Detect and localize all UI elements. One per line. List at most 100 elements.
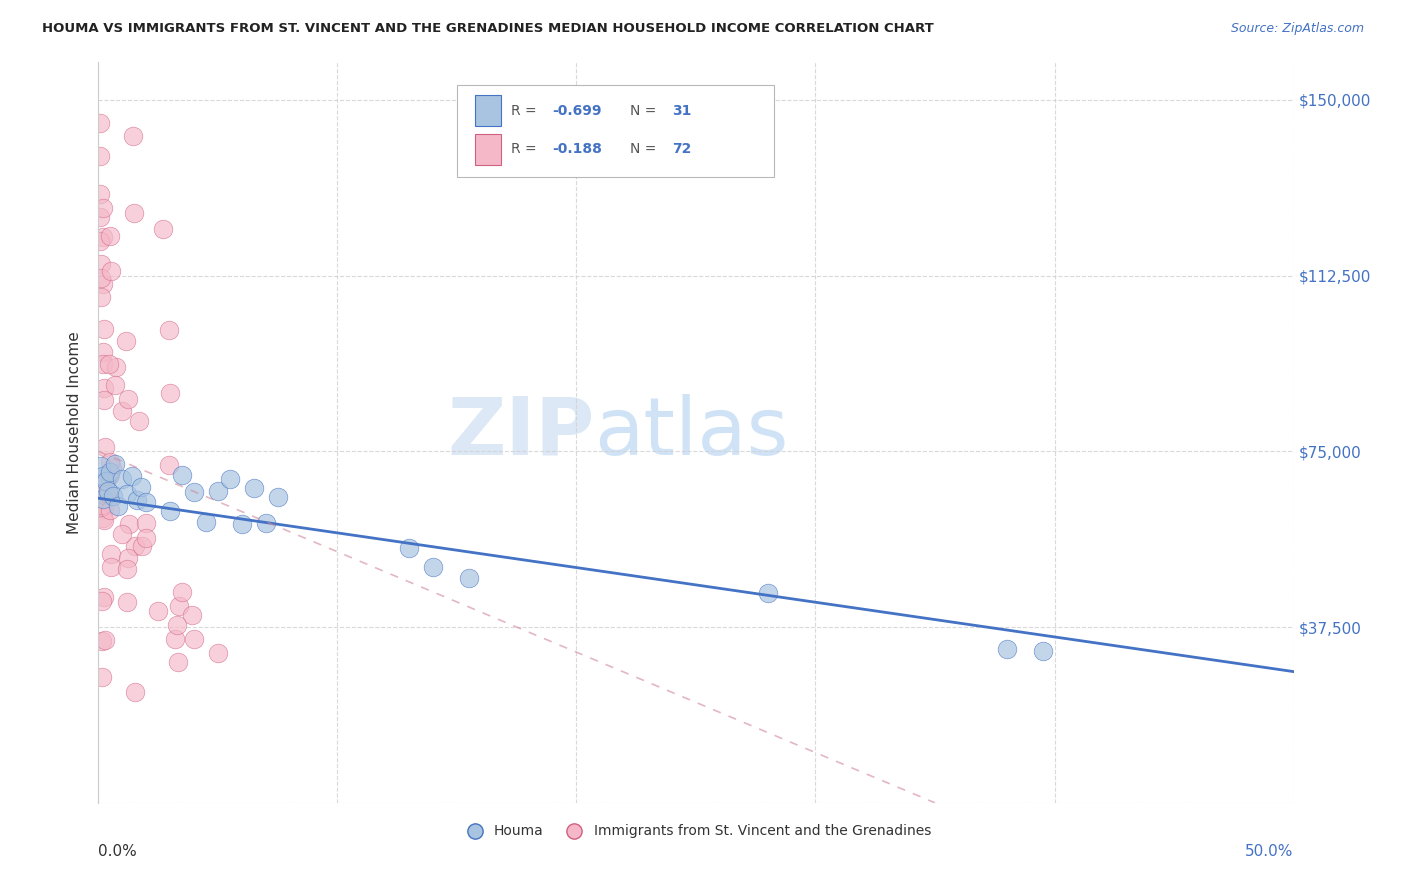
Point bbox=[1032, 644, 1054, 658]
Point bbox=[90, 271, 112, 285]
Point bbox=[90, 290, 112, 304]
Point bbox=[159, 504, 181, 518]
Point bbox=[131, 480, 153, 494]
Point bbox=[104, 457, 127, 471]
Point bbox=[97, 469, 120, 483]
Point bbox=[115, 562, 138, 576]
Point bbox=[422, 559, 444, 574]
Point bbox=[219, 472, 242, 486]
Text: 31: 31 bbox=[672, 103, 692, 118]
Point bbox=[254, 516, 277, 530]
Point bbox=[94, 471, 117, 485]
Point bbox=[89, 149, 111, 163]
Point bbox=[97, 483, 120, 498]
Point bbox=[135, 531, 157, 545]
Point bbox=[107, 500, 129, 514]
Point bbox=[98, 467, 121, 481]
Point bbox=[94, 485, 117, 500]
Point bbox=[183, 632, 205, 646]
Point bbox=[148, 604, 170, 618]
Point bbox=[91, 230, 114, 244]
Point bbox=[183, 484, 205, 499]
Point bbox=[124, 206, 146, 220]
Point bbox=[163, 632, 186, 646]
Point bbox=[207, 484, 229, 499]
Point bbox=[98, 455, 122, 469]
Point bbox=[90, 257, 112, 271]
Point bbox=[91, 498, 114, 512]
Point bbox=[91, 277, 114, 291]
Point bbox=[111, 472, 134, 486]
Bar bbox=[475, 95, 501, 126]
Point bbox=[101, 461, 124, 475]
Text: HOUMA VS IMMIGRANTS FROM ST. VINCENT AND THE GRENADINES MEDIAN HOUSEHOLD INCOME : HOUMA VS IMMIGRANTS FROM ST. VINCENT AND… bbox=[42, 22, 934, 36]
Point bbox=[94, 440, 117, 454]
Point bbox=[167, 655, 190, 669]
Point bbox=[122, 128, 145, 143]
Point bbox=[125, 493, 148, 508]
Legend: Houma, Immigrants from St. Vincent and the Grenadines: Houma, Immigrants from St. Vincent and t… bbox=[456, 819, 936, 844]
Point bbox=[91, 357, 114, 371]
Point bbox=[93, 381, 115, 395]
Point bbox=[167, 599, 190, 613]
Point bbox=[104, 377, 127, 392]
Point bbox=[91, 468, 114, 483]
Point bbox=[152, 221, 174, 235]
Point bbox=[93, 513, 115, 527]
Point bbox=[115, 487, 138, 501]
Point bbox=[124, 539, 146, 553]
Point bbox=[91, 594, 114, 608]
Point bbox=[117, 595, 139, 609]
Point bbox=[91, 670, 114, 684]
Point bbox=[94, 488, 117, 502]
Point bbox=[90, 634, 112, 648]
Point bbox=[98, 228, 121, 243]
Point bbox=[231, 516, 253, 531]
Text: -0.699: -0.699 bbox=[553, 103, 602, 118]
Text: 0.0%: 0.0% bbox=[98, 844, 138, 858]
Point bbox=[180, 608, 202, 623]
Point bbox=[93, 393, 115, 408]
Point bbox=[207, 646, 229, 660]
Point bbox=[100, 264, 122, 278]
Point bbox=[100, 559, 122, 574]
FancyBboxPatch shape bbox=[457, 85, 773, 178]
Point bbox=[94, 633, 117, 648]
Point bbox=[995, 642, 1018, 657]
Point bbox=[89, 234, 111, 248]
Point bbox=[97, 487, 120, 501]
Point bbox=[93, 502, 115, 516]
Text: R =: R = bbox=[510, 103, 541, 118]
Point bbox=[157, 323, 180, 337]
Point bbox=[90, 458, 112, 473]
Point bbox=[131, 539, 153, 553]
Point bbox=[90, 500, 112, 514]
Point bbox=[121, 469, 143, 483]
Point bbox=[172, 585, 194, 599]
Y-axis label: Median Household Income: Median Household Income bbox=[67, 331, 83, 534]
Text: atlas: atlas bbox=[595, 393, 789, 472]
Point bbox=[101, 489, 124, 503]
Point bbox=[93, 590, 115, 604]
Point bbox=[98, 503, 121, 517]
Point bbox=[117, 392, 139, 407]
Point bbox=[135, 516, 157, 530]
Point bbox=[89, 186, 111, 201]
Point bbox=[159, 386, 181, 401]
Point bbox=[100, 548, 122, 562]
Point bbox=[128, 414, 150, 428]
Point bbox=[89, 116, 111, 130]
Point bbox=[756, 586, 779, 600]
Point bbox=[98, 357, 121, 371]
Point bbox=[93, 322, 115, 336]
Text: 50.0%: 50.0% bbox=[1246, 844, 1294, 858]
Point bbox=[117, 516, 139, 531]
Point bbox=[124, 684, 146, 698]
Point bbox=[195, 515, 218, 529]
Text: R =: R = bbox=[510, 142, 541, 156]
Point bbox=[94, 474, 117, 488]
Point bbox=[98, 465, 122, 479]
Point bbox=[135, 495, 157, 509]
Text: Source: ZipAtlas.com: Source: ZipAtlas.com bbox=[1230, 22, 1364, 36]
Text: N =: N = bbox=[630, 103, 661, 118]
